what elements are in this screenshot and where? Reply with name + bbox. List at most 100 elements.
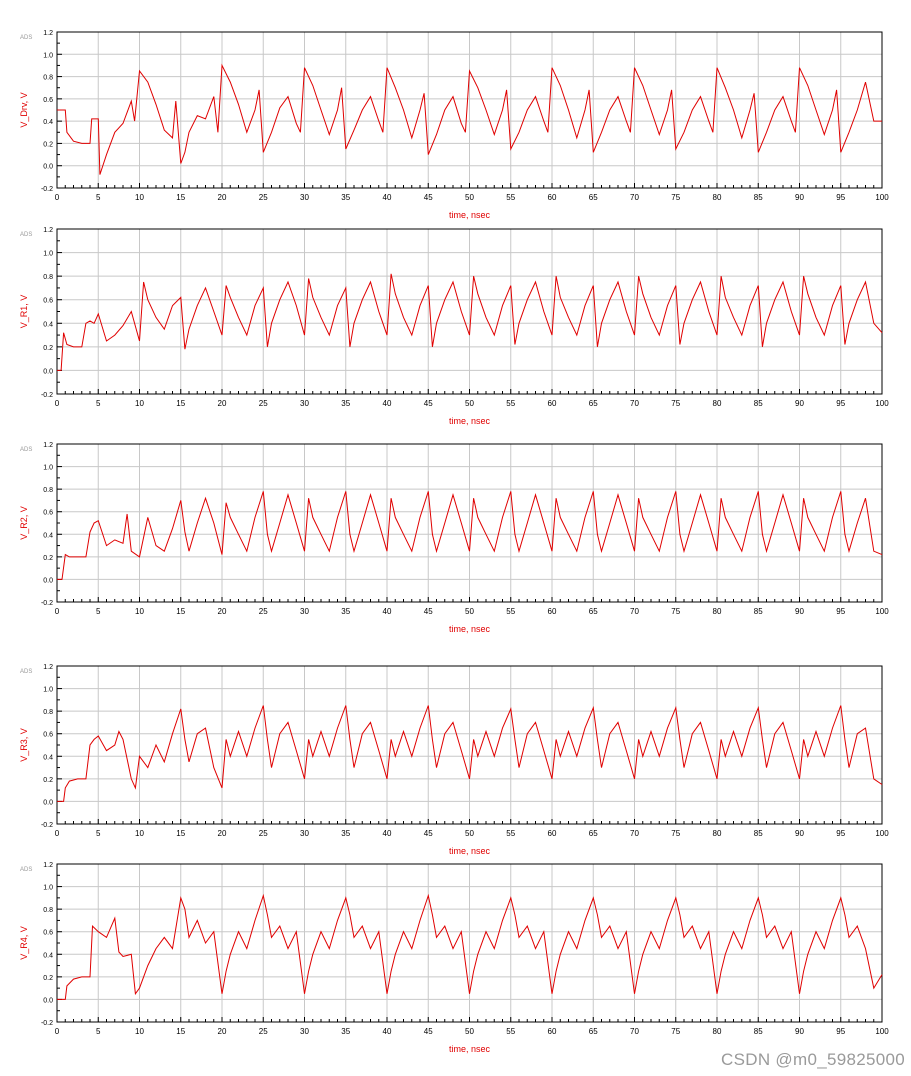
x-tick-label: 75	[671, 399, 680, 408]
y-tick-label: 0.4	[43, 532, 53, 539]
y-tick-label: 1.2	[43, 30, 53, 37]
x-tick-label: 65	[589, 193, 598, 202]
x-tick-label: 50	[465, 193, 474, 202]
x-tick-label: 40	[383, 829, 392, 838]
series-line	[57, 63, 882, 175]
x-axis-label: time, nsec	[449, 624, 491, 634]
y-tick-label: 0.8	[43, 487, 53, 494]
y-axis-label: V_R1, V	[19, 295, 29, 329]
y-tick-label: 1.0	[43, 885, 53, 892]
x-tick-label: 30	[300, 193, 309, 202]
x-tick-label: 85	[754, 193, 763, 202]
series-line	[57, 491, 883, 580]
chart-panel-2: 0 5 10 15 20 25 30 35 40 45 50 55 60 65 70 75 80 85 90 95 10…	[19, 227, 889, 426]
x-tick-label: 70	[630, 399, 639, 408]
x-tick-label: 0	[55, 193, 60, 202]
x-tick-label: 50	[465, 1027, 474, 1036]
x-tick-label: 100	[875, 607, 889, 616]
x-tick-label: 45	[424, 399, 433, 408]
y-tick-label: 0.2	[43, 345, 53, 352]
y-axis-label: V_R2, V	[19, 506, 29, 540]
y-tick-label: 1.2	[43, 664, 53, 671]
tool-tag: ADS	[20, 447, 32, 453]
x-tick-label: 80	[713, 1027, 722, 1036]
x-tick-label: 90	[795, 829, 804, 838]
x-tick-label: 65	[589, 1027, 598, 1036]
chart-panel-1: 0 5 10 15 20 25 30 35 40 45 50 55 60 65 70 75 80 85 90 95 10…	[19, 30, 889, 220]
x-tick-label: 40	[383, 193, 392, 202]
y-tick-label: 1.2	[43, 227, 53, 234]
x-tick-label: 70	[630, 829, 639, 838]
series-line	[57, 893, 883, 1000]
x-tick-label: 35	[341, 1027, 350, 1036]
x-tick-label: 100	[875, 1027, 889, 1036]
x-tick-label: 55	[506, 399, 515, 408]
x-tick-label: 55	[506, 193, 515, 202]
x-tick-label: 15	[176, 399, 185, 408]
y-tick-label: 1.0	[43, 687, 53, 694]
x-tick-label: 15	[176, 829, 185, 838]
x-tick-label: 100	[875, 829, 889, 838]
x-tick-label: 80	[713, 607, 722, 616]
x-axis-label: time, nsec	[449, 846, 491, 856]
y-tick-label: 0.6	[43, 298, 53, 305]
x-tick-label: 10	[135, 829, 144, 838]
watermark: CSDN @m0_59825000	[721, 1050, 905, 1069]
y-tick-label: 0.2	[43, 141, 53, 148]
x-tick-label: 55	[506, 607, 515, 616]
x-tick-label: 0	[55, 829, 60, 838]
x-tick-label: 0	[55, 1027, 60, 1036]
x-tick-label: 25	[259, 1027, 268, 1036]
x-tick-label: 30	[300, 1027, 309, 1036]
x-tick-label: 95	[836, 193, 845, 202]
x-tick-label: 35	[341, 829, 350, 838]
y-tick-label: -0.2	[41, 392, 53, 399]
x-tick-label: 50	[465, 829, 474, 838]
x-tick-label: 60	[548, 193, 557, 202]
x-tick-label: 85	[754, 829, 763, 838]
x-tick-label: 70	[630, 1027, 639, 1036]
y-tick-label: 0.4	[43, 119, 53, 126]
x-tick-label: 45	[424, 829, 433, 838]
x-tick-label: 70	[630, 193, 639, 202]
tool-tag: ADS	[20, 669, 32, 675]
x-tick-label: 5	[96, 1027, 101, 1036]
x-tick-label: 25	[259, 829, 268, 838]
y-tick-label: 1.0	[43, 52, 53, 59]
y-tick-label: 0.0	[43, 997, 53, 1004]
tool-tag: ADS	[20, 35, 32, 41]
x-tick-label: 80	[713, 399, 722, 408]
y-tick-label: 0.0	[43, 368, 53, 375]
y-tick-label: 0.2	[43, 777, 53, 784]
y-axis-label: V_R4, V	[19, 926, 29, 960]
x-tick-label: 95	[836, 829, 845, 838]
chart-panel-3: 0 5 10 15 20 25 30 35 40 45 50 55 60 65 70 75 80 85 90 95 10…	[19, 442, 889, 634]
tool-tag: ADS	[20, 867, 32, 873]
y-tick-label: 0.8	[43, 75, 53, 82]
x-tick-label: 20	[218, 829, 227, 838]
x-tick-label: 60	[548, 607, 557, 616]
y-tick-label: 1.2	[43, 442, 53, 449]
x-tick-label: 30	[300, 607, 309, 616]
y-tick-label: -0.2	[41, 822, 53, 829]
x-tick-label: 25	[259, 399, 268, 408]
x-tick-label: 15	[176, 1027, 185, 1036]
y-tick-label: 0.6	[43, 510, 53, 517]
x-tick-label: 85	[754, 607, 763, 616]
x-tick-label: 45	[424, 193, 433, 202]
x-tick-label: 60	[548, 399, 557, 408]
x-tick-label: 25	[259, 607, 268, 616]
x-tick-label: 75	[671, 607, 680, 616]
x-tick-label: 75	[671, 1027, 680, 1036]
y-tick-label: 1.0	[43, 251, 53, 258]
x-tick-label: 0	[55, 607, 60, 616]
x-tick-label: 35	[341, 399, 350, 408]
x-tick-label: 15	[176, 607, 185, 616]
x-tick-label: 95	[836, 399, 845, 408]
x-tick-label: 70	[630, 607, 639, 616]
x-tick-label: 10	[135, 399, 144, 408]
x-tick-label: 85	[754, 1027, 763, 1036]
y-tick-label: 1.2	[43, 862, 53, 869]
x-tick-label: 60	[548, 1027, 557, 1036]
x-tick-label: 40	[383, 399, 392, 408]
